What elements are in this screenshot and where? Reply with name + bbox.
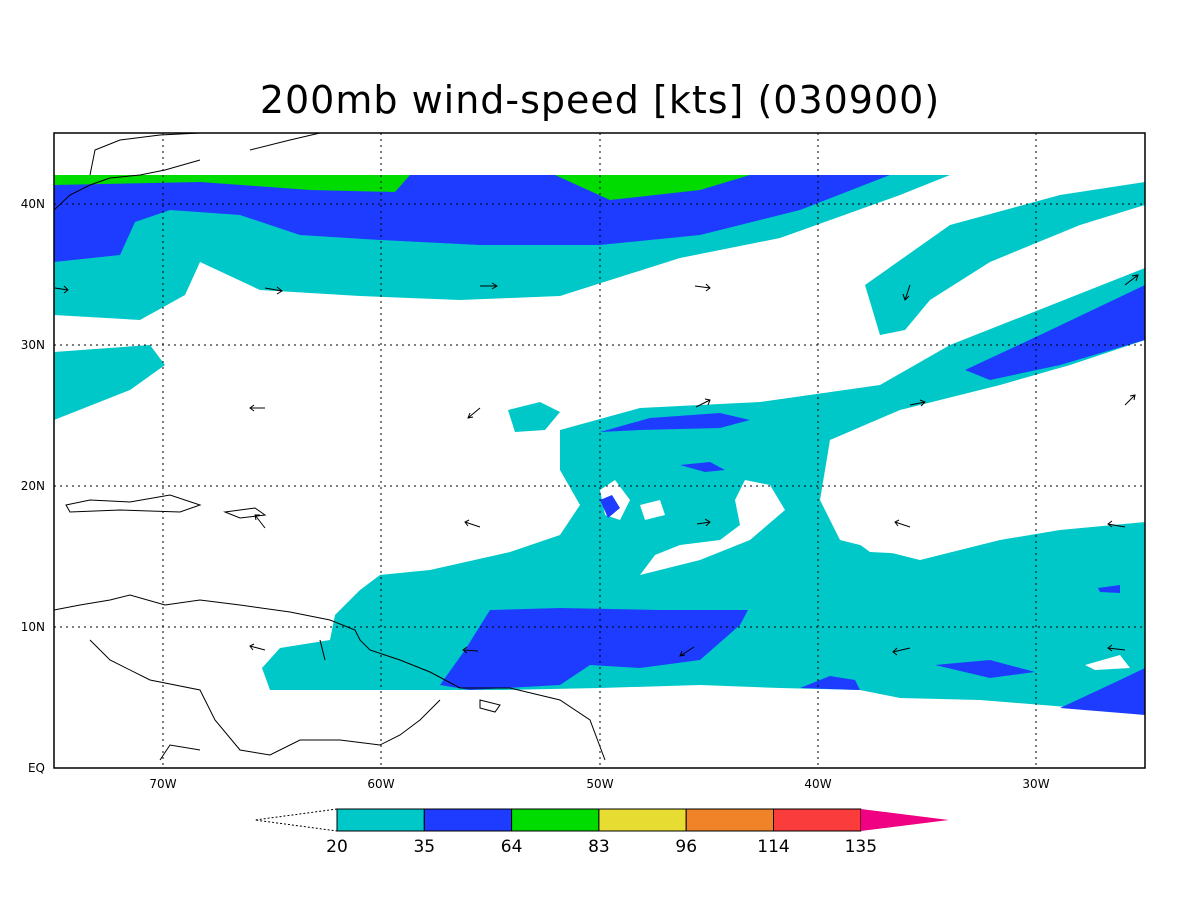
colorbar-level-label: 35 [413,837,435,857]
cyan-island [508,402,560,432]
blue-south-jet [440,608,748,690]
blue-small-2 [600,495,620,518]
blue-ne-jet [965,285,1145,380]
white-east-region [825,410,1145,555]
colorbar-swatch [336,808,425,832]
blue-jet-north [54,175,890,262]
colorbar-level-label: 64 [501,837,523,857]
lat-tick-label: 20N [21,479,45,493]
lat-tick-label: 10N [21,620,45,634]
blue-se-3 [1098,585,1120,593]
blue-se-1 [935,660,1035,678]
colorbar: 20 35 64 83 96 114 135 [254,808,949,857]
colorbar-swatch [773,808,862,832]
wind-speed-field [54,133,1145,761]
white-southeast-pocket [1085,655,1130,670]
cyan-main-band [262,268,1145,715]
blue-small-1 [680,462,725,472]
colorbar-level-label: 83 [588,837,610,857]
map-frame [53,132,1146,769]
lon-tick-label: 70W [149,777,176,791]
green-patch-1 [54,175,410,192]
colorbar-level-label: 114 [757,837,789,857]
colorbar-level-label: 96 [675,837,697,857]
colorbar-swatch [423,808,513,832]
colorbar-high-triangle [860,809,949,831]
colorbar-swatch [511,808,600,832]
swirl-hole-3 [640,500,665,520]
coastlines [54,133,606,761]
grid-lines [54,133,1145,768]
green-patch-2 [555,175,750,200]
colorbar-swatch [685,808,775,832]
map-title: 200mb wind-speed [kts] (030900) [259,78,941,122]
blue-south-small [800,676,860,690]
colorbar-level-label: 135 [845,837,877,857]
lon-tick-label: 40W [804,777,831,791]
swirl-hole-1 [640,480,785,575]
blue-swirl-arc [600,413,750,432]
lat-tick-label: 30N [21,338,45,352]
colorbar-low-triangle [254,808,338,832]
lat-tick-label: EQ [28,761,45,775]
lon-tick-label: 50W [586,777,613,791]
cyan-ne-band [865,182,1145,335]
wind-vectors [54,274,1139,657]
colorbar-swatch [598,808,687,832]
colorbar-level-label: 20 [326,837,348,857]
lon-tick-label: 30W [1022,777,1049,791]
lat-tick-label: 40N [21,197,45,211]
lon-tick-label: 60W [367,777,394,791]
blue-se-2 [1060,668,1145,715]
cyan-left-30n [54,345,165,420]
